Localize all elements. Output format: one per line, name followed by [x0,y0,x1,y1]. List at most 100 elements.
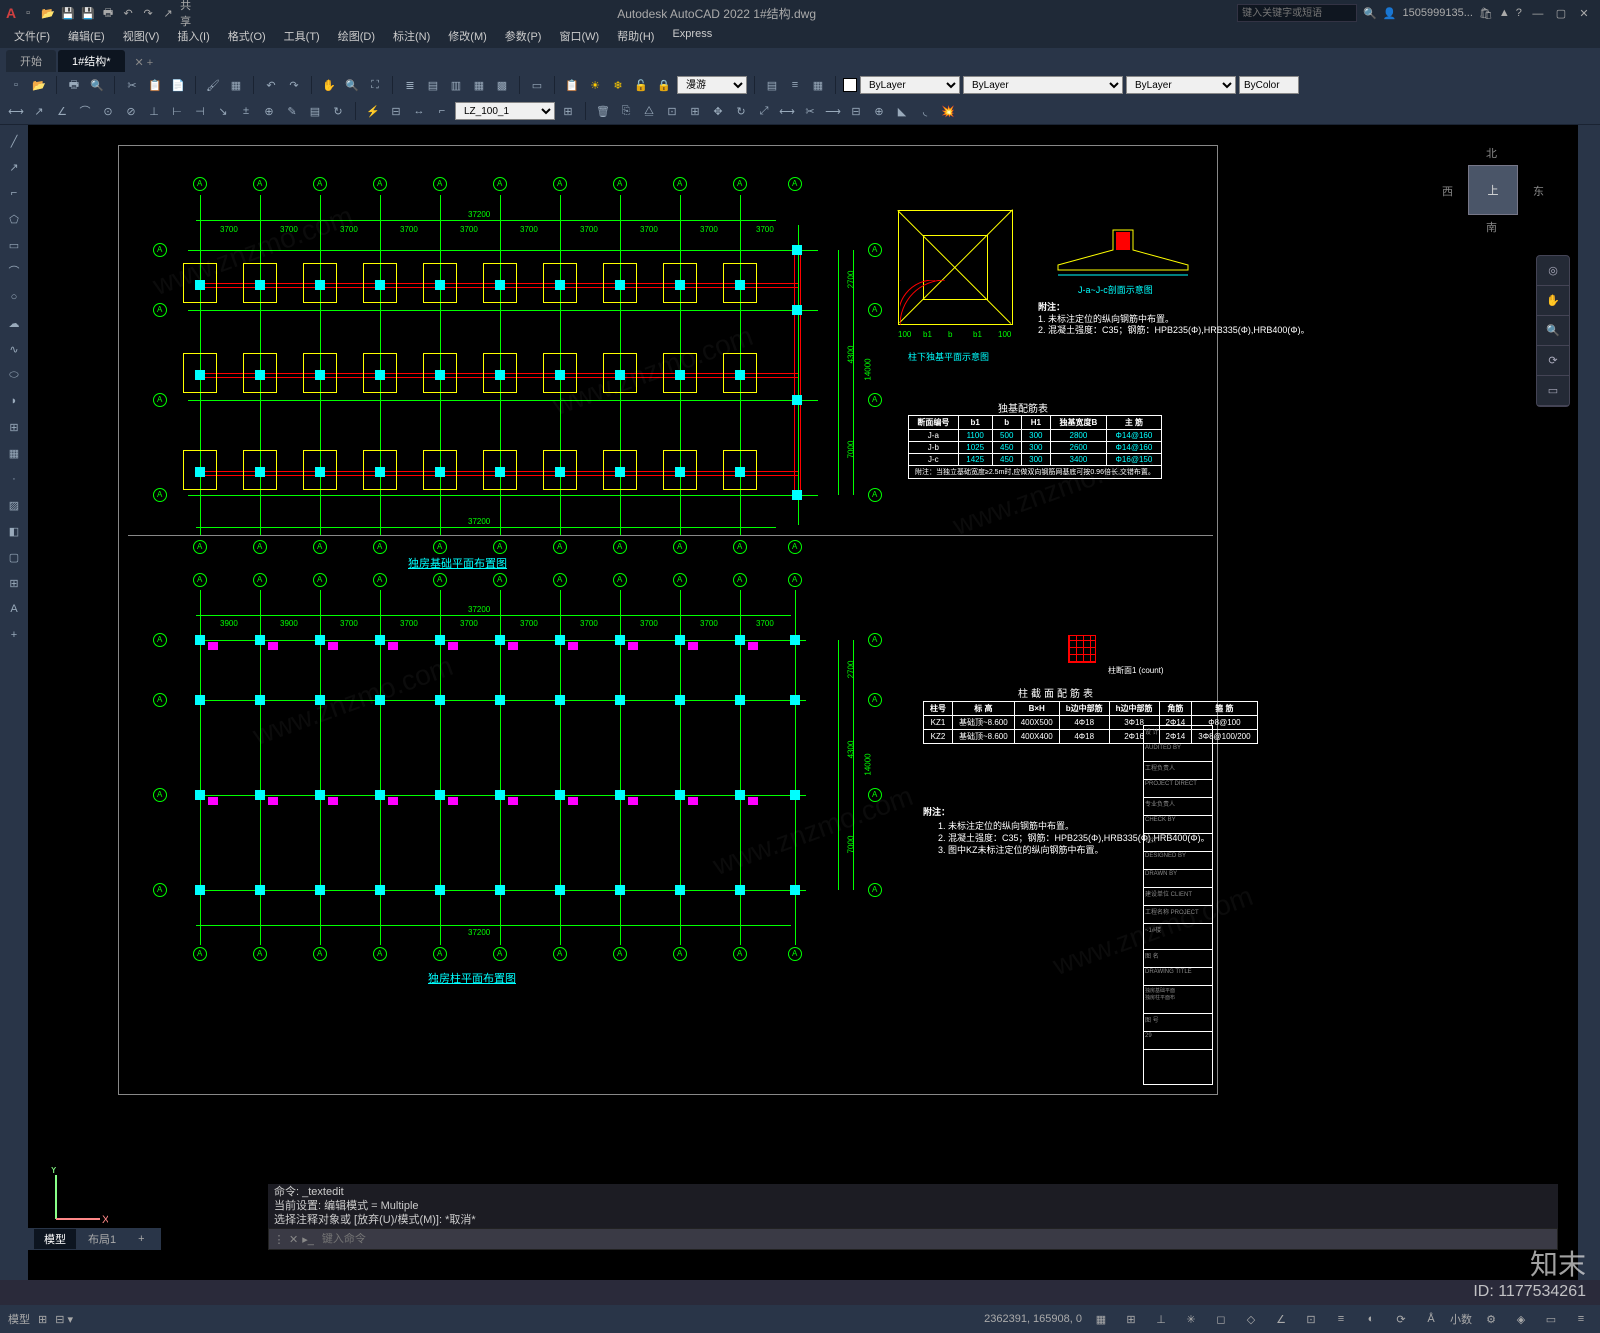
maximize-button[interactable]: ▢ [1551,7,1571,20]
draw-spline-icon[interactable]: ∿ [2,337,26,361]
status-grid-icon[interactable]: ⊟ ▾ [55,1313,73,1326]
status-otrack-icon[interactable]: ∠ [1270,1308,1292,1330]
draw-revcloud-icon[interactable]: ☁ [2,311,26,335]
menu-insert[interactable]: 插入(I) [169,26,217,48]
dim-quick-icon[interactable]: ⚡ [363,101,383,121]
qat-plot-icon[interactable]: 🖶 [100,5,116,21]
layout-model[interactable]: 模型 [34,1229,76,1249]
tool-undo-icon[interactable]: ↶ [261,75,281,95]
status-ortho-icon[interactable]: ⊥ [1150,1308,1172,1330]
draw-addsel-icon[interactable]: + [2,623,26,647]
draw-ellipse-icon[interactable]: ⬭ [2,363,26,387]
tool-matchprop-icon[interactable]: 🖌 [203,75,223,95]
qat-save-icon[interactable]: 💾 [60,5,76,21]
nav-bar[interactable]: ◎ ✋ 🔍 ⟳ ▭ [1536,255,1570,407]
tool-block-icon[interactable]: ▦ [226,75,246,95]
status-iso-icon[interactable]: ◈ [1510,1308,1532,1330]
minimize-button[interactable]: — [1528,8,1548,20]
status-tran-icon[interactable]: ◐ [1360,1308,1382,1330]
tool-paste-icon[interactable]: 📄 [168,75,188,95]
tool-cut-icon[interactable]: ✂ [122,75,142,95]
menu-dimension[interactable]: 标注(N) [385,26,438,48]
status-osnap-icon[interactable]: ◻ [1210,1308,1232,1330]
draw-mtext-icon[interactable]: A [2,597,26,621]
cmdline-chevron-icon[interactable]: ▸_ [298,1233,318,1246]
dimstyle-combo[interactable]: LZ_100_1 [455,102,555,120]
tool-new-icon[interactable]: ▫ [6,75,26,95]
mod-move-icon[interactable]: ✥ [708,101,728,121]
menu-tools[interactable]: 工具(T) [276,26,328,48]
dim-aligned-icon[interactable]: ↗ [29,101,49,121]
mod-rotate-icon[interactable]: ↻ [731,101,751,121]
view-cube[interactable]: 北 西 东 南 上 [1448,145,1538,235]
walk-combo[interactable]: 漫游 [677,76,747,94]
tab-file-active[interactable]: 1#结构* [58,50,125,72]
cmdline-grip-icon[interactable]: ⋮ [269,1233,289,1246]
signin-icon[interactable]: 👤 [1383,7,1397,20]
tool-copy-icon[interactable]: 📋 [145,75,165,95]
tool-redo-icon[interactable]: ↷ [284,75,304,95]
layout-add-icon[interactable]: + [128,1231,154,1247]
status-lwt-icon[interactable]: ≡ [1330,1308,1352,1330]
tool-freeze-icon[interactable]: ❄ [608,75,628,95]
qat-redo-icon[interactable]: ↷ [140,5,156,21]
mod-break-icon[interactable]: ⊟ [846,101,866,121]
status-3dosnap-icon[interactable]: ◇ [1240,1308,1262,1330]
dim-linear-icon[interactable]: ⟷ [6,101,26,121]
linetype-combo[interactable]: ByLayer [963,76,1123,94]
menu-file[interactable]: 文件(F) [6,26,58,48]
lineweight-combo[interactable]: ByLayer [1126,76,1236,94]
status-snap-icon[interactable]: ▦ [1090,1308,1112,1330]
dim-radius-icon[interactable]: ⊙ [98,101,118,121]
menu-modify[interactable]: 修改(M) [440,26,495,48]
dim-edit-icon[interactable]: ✎ [282,101,302,121]
mod-array-icon[interactable]: ⊞ [685,101,705,121]
cmdline-close-icon[interactable]: ✕ [289,1233,298,1246]
mod-copy-icon[interactable]: ⎘ [616,101,636,121]
mod-chamfer-icon[interactable]: ◣ [892,101,912,121]
qat-undo-icon[interactable]: ↶ [120,5,136,21]
mod-extend-icon[interactable]: ⟶ [823,101,843,121]
dim-style-icon[interactable]: ▤ [305,101,325,121]
draw-region-icon[interactable]: ▢ [2,545,26,569]
draw-line-icon[interactable]: ╱ [2,129,26,153]
tool-lock-icon[interactable]: 🔓 [631,75,651,95]
dim-ordinate-icon[interactable]: ⊥ [144,101,164,121]
tool-layer-icon[interactable]: ▤ [762,75,782,95]
draw-xline-icon[interactable]: ↗ [2,155,26,179]
draw-pline-icon[interactable]: ⌐ [2,181,26,205]
mod-fillet-icon[interactable]: ◟ [915,101,935,121]
draw-arc-icon[interactable]: ⌒ [2,259,26,283]
draw-polygon-icon[interactable]: ⬠ [2,207,26,231]
search-icon[interactable]: 🔍 [1363,7,1377,20]
menu-window[interactable]: 窗口(W) [551,26,607,48]
menu-parametric[interactable]: 参数(P) [497,26,550,48]
status-clean-icon[interactable]: ▭ [1540,1308,1562,1330]
tool-layerstate-icon[interactable]: ▦ [808,75,828,95]
draw-gradient-icon[interactable]: ◧ [2,519,26,543]
mod-mirror-icon[interactable]: ⧋ [639,101,659,121]
tool-layermgr-icon[interactable]: ≡ [785,75,805,95]
menu-express[interactable]: Express [664,26,720,48]
mod-explode-icon[interactable]: 💥 [938,101,958,121]
layout-1[interactable]: 布局1 [78,1229,126,1249]
draw-block-icon[interactable]: ▦ [2,441,26,465]
menu-format[interactable]: 格式(O) [220,26,274,48]
draw-point-icon[interactable]: · [2,467,26,491]
tool-zoomext-icon[interactable]: ⛶ [365,75,385,95]
status-cycle-icon[interactable]: ⟳ [1390,1308,1412,1330]
dim-tolerance-icon[interactable]: ± [236,101,256,121]
dim-break-icon[interactable]: ⊟ [386,101,406,121]
tool-designcenter-icon[interactable]: ▤ [423,75,443,95]
dim-continue-icon[interactable]: ⊣ [190,101,210,121]
close-button[interactable]: ✕ [1574,7,1594,20]
status-gear-icon[interactable]: ⚙ [1480,1308,1502,1330]
mod-scale-icon[interactable]: ⤢ [754,101,774,121]
dim-diameter-icon[interactable]: ⊘ [121,101,141,121]
tool-preview-icon[interactable]: 🔍 [87,75,107,95]
tab-new-icon[interactable]: ✕ + [127,53,162,72]
qat-open-icon[interactable]: 📂 [40,5,56,21]
draw-circle-icon[interactable]: ○ [2,285,26,309]
status-anno-icon[interactable]: Å [1420,1308,1442,1330]
infocenter-icon[interactable]: ▲ [1499,7,1510,19]
